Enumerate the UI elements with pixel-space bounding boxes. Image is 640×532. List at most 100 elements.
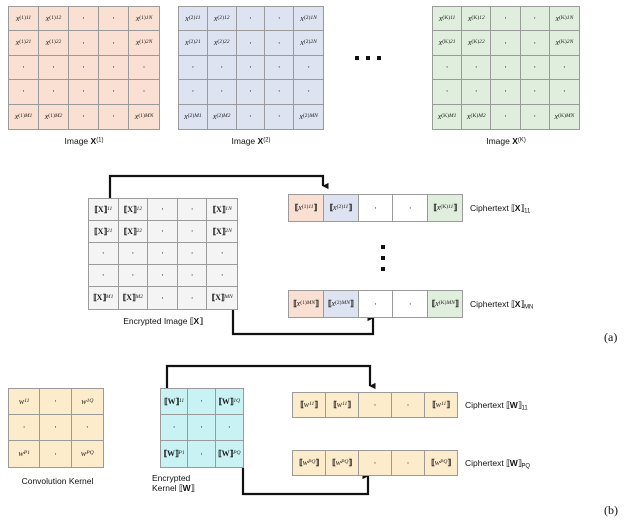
matrix-cell: x (K) 22 — [462, 31, 492, 56]
matrix-cell: · — [491, 104, 521, 129]
matrix-cell: w 11 — [9, 389, 41, 415]
ciphertext-slot: ⟦ w 11 ⟧ — [293, 393, 326, 417]
ciphertext-slot: ⟦ x (1) MN ⟧ — [289, 291, 324, 317]
matrix-cell: ⟦ W ⟧ P1 — [161, 441, 189, 467]
ciphertext-strip-xmn: ⟦ x (1) MN ⟧ ⟦ x (2) MN ⟧ · · ⟦ x (K) MN ⟧ — [288, 290, 463, 318]
matrix-cell: x (K) 21 — [433, 31, 463, 56]
matrix-cell: · — [69, 55, 99, 81]
matrix-cell: · — [491, 55, 521, 81]
matrix-cell: x (K) 1N — [549, 7, 579, 32]
matrix-cell: · — [69, 7, 99, 32]
matrix-cell: x (2) 11 — [179, 7, 208, 32]
matrix-cell: · — [462, 80, 492, 105]
ciphertext-slot: · — [359, 451, 392, 475]
matrix-cell: · — [265, 80, 295, 105]
matrix-cell: · — [99, 31, 129, 56]
image-caption-2: Image X(2) — [231, 136, 271, 146]
matrix-cell: · — [177, 221, 208, 243]
matrix-cell: x (1) 11 — [9, 7, 39, 32]
matrix-cell: ⟦ X ⟧ 2N — [207, 221, 237, 243]
matrix-cell: · — [294, 55, 323, 81]
matrix-cell: · — [188, 441, 216, 467]
matrix-cell: w 1Q — [71, 389, 103, 415]
matrix-cell: · — [99, 55, 129, 81]
matrix-cell: · — [99, 80, 129, 105]
matrix-cell: · — [148, 243, 178, 265]
matrix-cell: · — [179, 80, 208, 105]
matrix-cell: ⟦ X ⟧ M2 — [118, 287, 149, 309]
matrix-cell: · — [549, 55, 579, 81]
matrix-cell: · — [39, 55, 69, 81]
matrix-cell: x (K) 12 — [462, 7, 492, 32]
matrix-cell: · — [129, 55, 159, 81]
matrix-cell: · — [40, 389, 72, 415]
matrix-cell: x (2) M1 — [179, 104, 208, 129]
arrow-enckernel11-to-ciphertext11 — [165, 364, 376, 390]
matrix-cell: · — [89, 265, 119, 287]
matrix-cell: · — [236, 104, 266, 129]
ciphertext-slot: ⟦ w 11 ⟧ — [425, 393, 457, 417]
matrix-cell: · — [236, 80, 266, 105]
image-matrix-2: x (2) 11 x (2) 12 · · x (2) 1N x (2) 21 x (2) 22 · · x (2) 2N… — [178, 6, 324, 130]
matrix-cell: x (2) MN — [294, 104, 323, 129]
matrix-cell: · — [118, 265, 149, 287]
matrix-cell: · — [265, 104, 295, 129]
matrix-cell: · — [148, 199, 178, 221]
matrix-cell: ⟦ X ⟧ MN — [207, 287, 237, 309]
ciphertext-slot: · — [358, 195, 394, 221]
matrix-cell: · — [129, 80, 159, 105]
ciphertext-slot: · — [392, 393, 425, 417]
matrix-cell: · — [69, 31, 99, 56]
matrix-cell: x (K) M2 — [462, 104, 492, 129]
matrix-cell: x (K) 2N — [549, 31, 579, 56]
ciphertext-slot: ⟦ w PQ ⟧ — [293, 451, 326, 475]
matrix-cell: · — [148, 287, 178, 309]
matrix-cell: ⟦ W ⟧ 11 — [161, 389, 189, 415]
matrix-cell: · — [161, 415, 189, 441]
matrix-cell: · — [69, 104, 99, 129]
ciphertext-slot: · — [393, 291, 429, 317]
matrix-cell: · — [207, 80, 237, 105]
image-caption-k: Image X(K) — [486, 136, 526, 146]
matrix-cell: ⟦ X ⟧ 1N — [207, 199, 237, 221]
matrix-cell: · — [188, 415, 216, 441]
ciphertext-slot: ⟦ x (K) MN ⟧ — [428, 291, 462, 317]
matrix-cell: x (2) 12 — [207, 7, 237, 32]
matrix-cell: x (1) 22 — [39, 31, 69, 56]
matrix-cell: · — [265, 31, 295, 56]
matrix-cell: ⟦ X ⟧ M1 — [89, 287, 119, 309]
matrix-cell: · — [520, 55, 550, 81]
matrix-cell: · — [236, 31, 266, 56]
matrix-cell: · — [177, 243, 208, 265]
ciphertext-slot: ⟦ w PQ ⟧ — [326, 451, 359, 475]
matrix-cell: w P1 — [9, 441, 41, 467]
matrix-cell: x (1) 1N — [129, 7, 159, 32]
ciphertext-slot: · — [358, 291, 394, 317]
matrix-cell: x (K) MN — [549, 104, 579, 129]
ciphertext-strip-x11: ⟦ x (1) 11 ⟧ ⟦ x (2) 11 ⟧ · · ⟦ x (K) 11 ⟧ — [288, 194, 463, 222]
ciphertext-vertical-ellipsis — [381, 245, 385, 271]
ciphertext-label-wpq: Ciphertext ⟦W⟧PQ — [465, 458, 531, 470]
ciphertext-slot: ⟦ x (1) 11 ⟧ — [289, 195, 324, 221]
matrix-cell: x (K) M1 — [433, 104, 463, 129]
matrix-cell: · — [148, 221, 178, 243]
matrix-cell: x (1) MN — [129, 104, 159, 129]
matrix-cell: ⟦ W ⟧ 1Q — [215, 389, 243, 415]
ciphertext-slot: ⟦ x (K) 11 ⟧ — [428, 195, 462, 221]
matrix-cell: · — [71, 415, 103, 441]
matrix-cell: · — [236, 7, 266, 32]
matrix-cell: · — [9, 55, 39, 81]
matrix-cell: · — [520, 31, 550, 56]
matrix-cell: · — [549, 80, 579, 105]
ciphertext-slot: · — [393, 195, 429, 221]
image-matrix-k: x (K) 11 x (K) 12 · · x (K) 1N x (K) 21 x (K) 22 · · x (K) 2N… — [432, 6, 580, 130]
matrix-cell: x (1) M1 — [9, 104, 39, 129]
encrypted-kernel-matrix: ⟦ W ⟧ 11 · ⟦ W ⟧ 1Q · · · ⟦ W ⟧ P1 · ⟦ W ⟧ PQ — [160, 388, 244, 468]
matrix-cell: · — [294, 80, 323, 105]
matrix-cell: · — [491, 7, 521, 32]
matrix-cell: · — [207, 265, 237, 287]
matrix-cell: · — [40, 441, 72, 467]
matrix-cell: · — [89, 243, 119, 265]
matrix-cell: · — [491, 31, 521, 56]
matrix-cell: w PQ — [71, 441, 103, 467]
